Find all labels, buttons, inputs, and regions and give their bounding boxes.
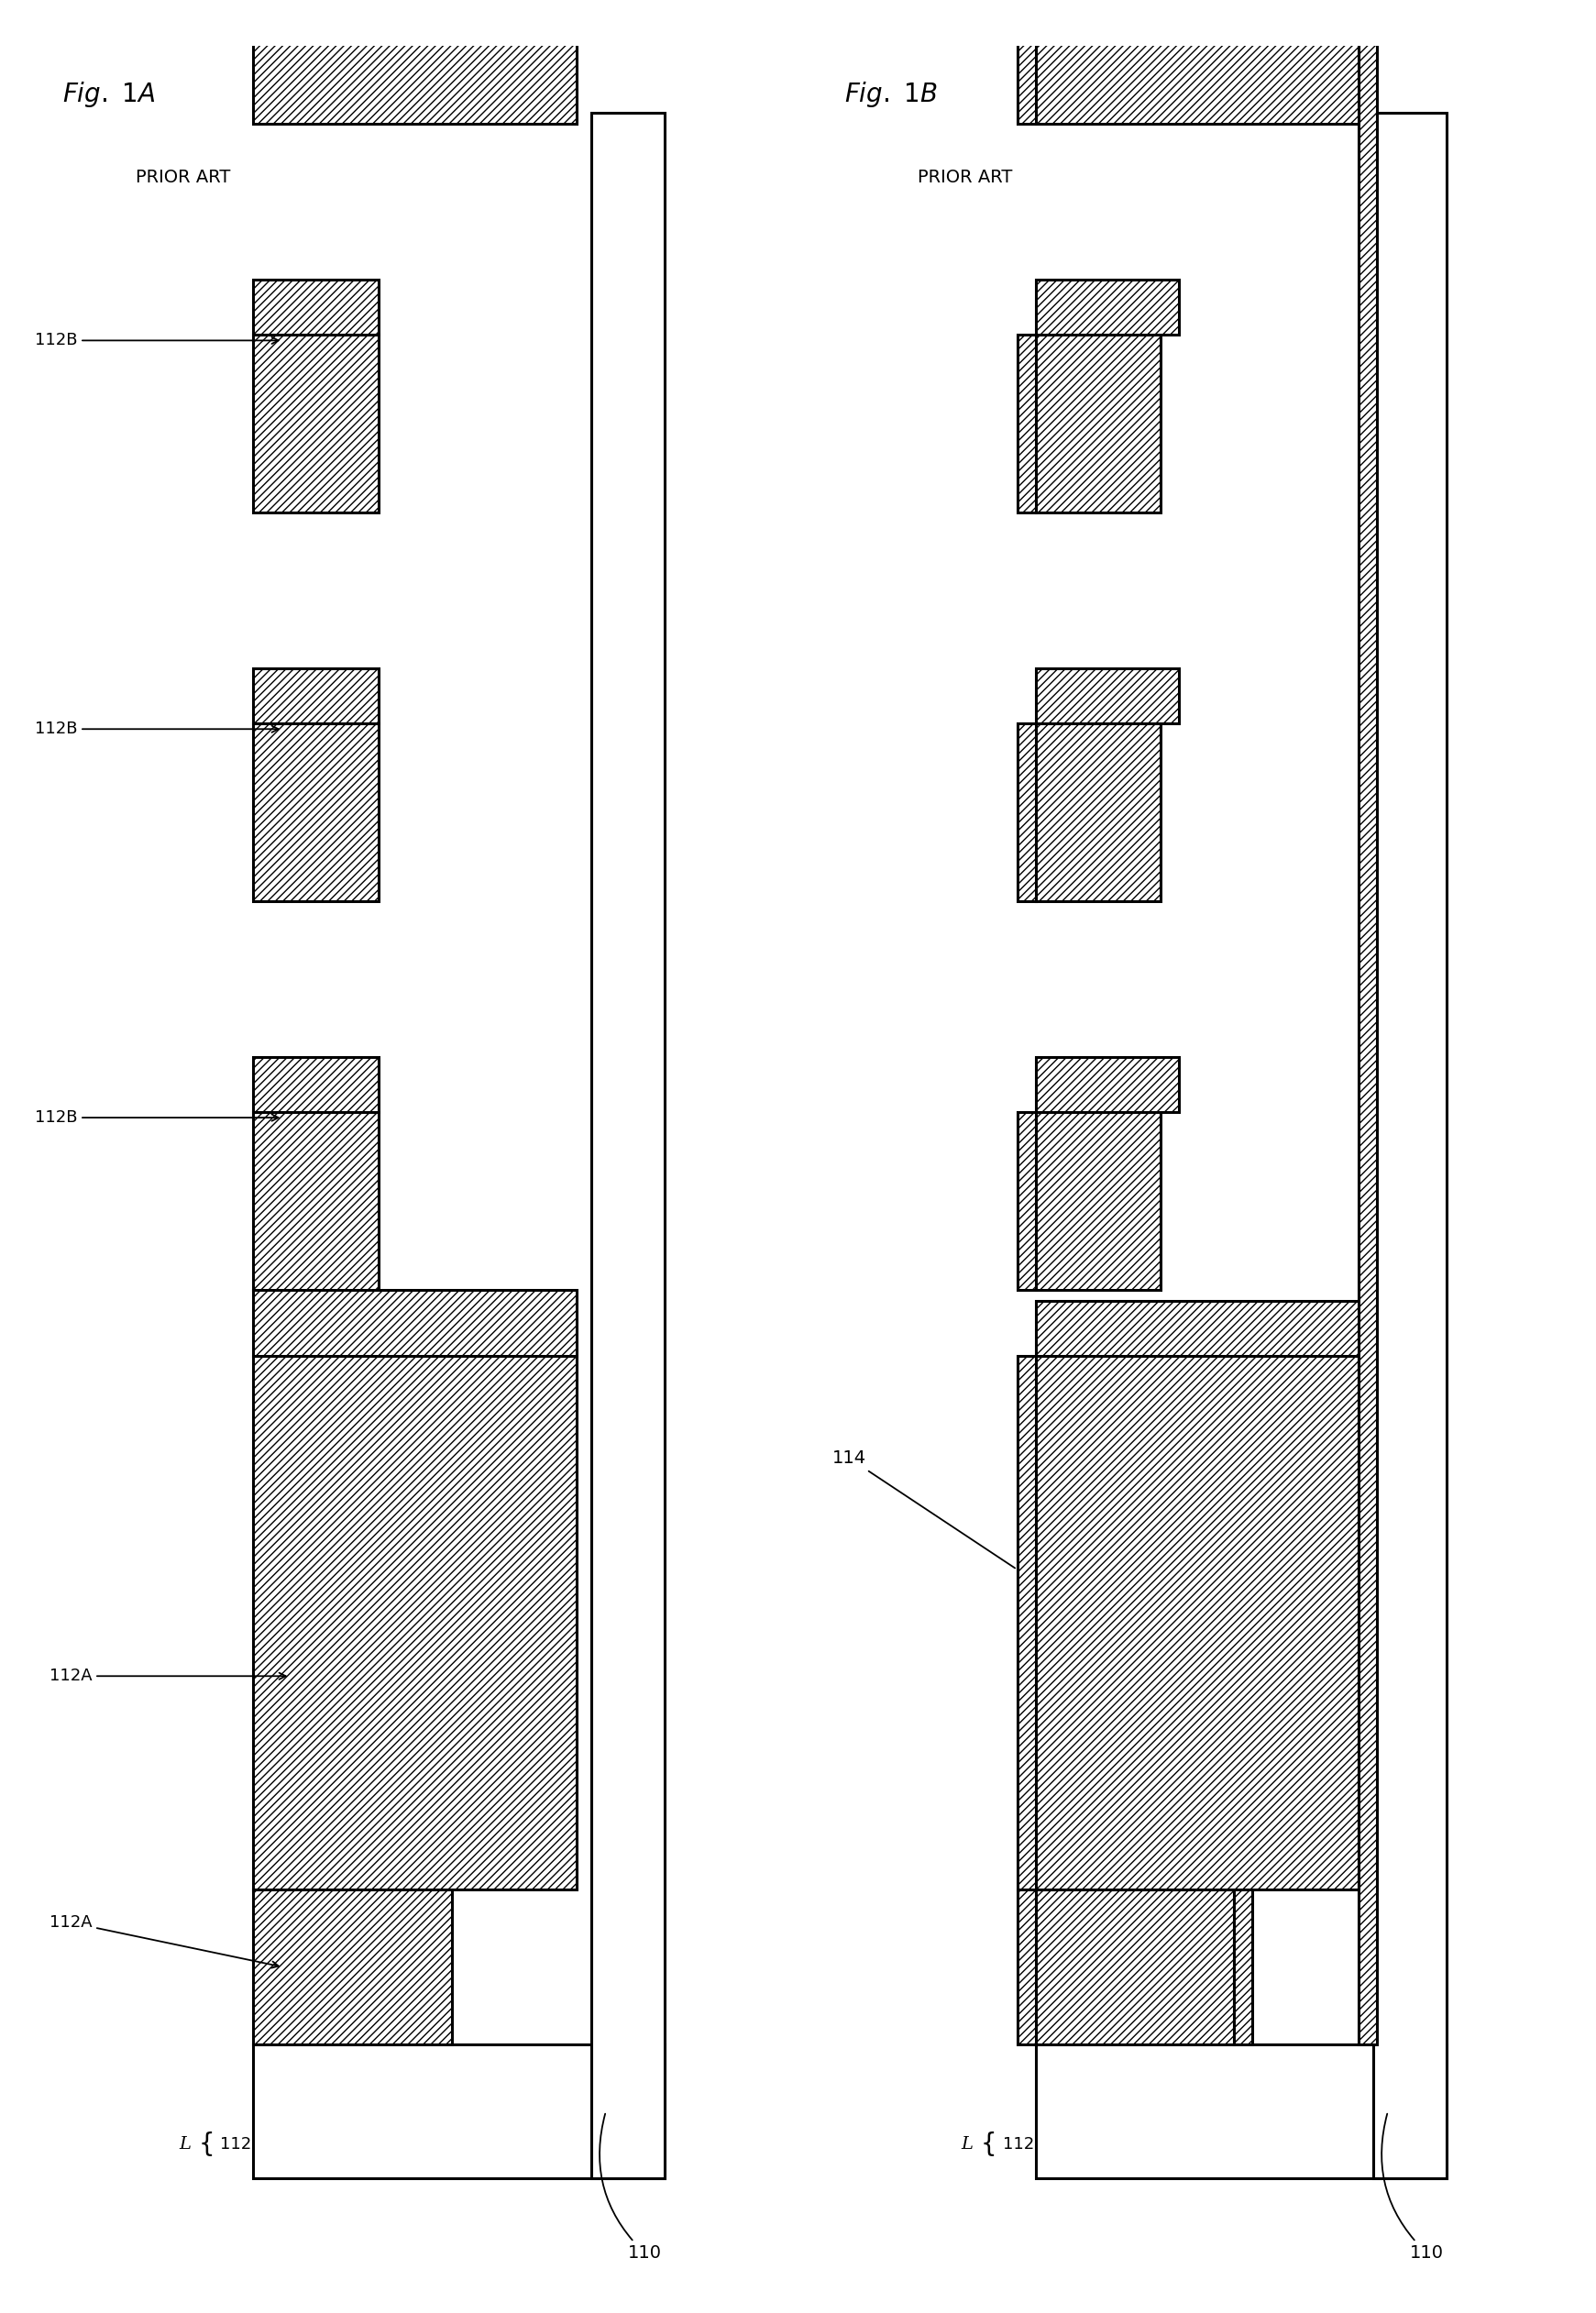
Text: $\mathit{Fig.\ 1B}$: $\mathit{Fig.\ 1B}$	[844, 79, 938, 109]
Text: $\mathit{Fig.\ 1A}$: $\mathit{Fig.\ 1A}$	[62, 79, 155, 109]
Bar	[1036, 280, 1179, 335]
Bar	[1017, 0, 1036, 125]
Bar	[591, 113, 664, 2179]
Text: 112A: 112A	[49, 1915, 279, 1968]
Text: 112: 112	[1002, 2137, 1034, 2153]
Bar	[1036, 335, 1160, 513]
Text: L: L	[179, 2137, 192, 2153]
Bar	[1036, 0, 1358, 125]
Bar	[1036, 1834, 1253, 1890]
Bar	[1036, 1355, 1358, 1890]
Bar	[1036, 724, 1160, 902]
Text: {: {	[198, 2133, 214, 2158]
Bar	[1373, 113, 1446, 2179]
Bar	[1036, 1113, 1160, 1291]
Text: 112B: 112B	[35, 1110, 278, 1126]
Text: 112B: 112B	[35, 333, 278, 349]
Bar	[1017, 724, 1036, 902]
Bar	[254, 668, 378, 724]
Bar	[254, 724, 378, 902]
Bar	[1017, 1890, 1036, 2045]
Text: 112B: 112B	[35, 722, 278, 738]
Bar	[254, 0, 576, 125]
Text: {: {	[980, 2133, 996, 2158]
Bar	[254, 1890, 452, 2045]
Bar	[254, 335, 378, 513]
Bar	[1358, 0, 1377, 2045]
Text: PRIOR ART: PRIOR ART	[136, 169, 231, 185]
Bar	[1234, 1890, 1253, 2045]
Bar	[1017, 335, 1036, 513]
Bar	[1036, 1890, 1234, 2045]
Text: 112: 112	[220, 2137, 252, 2153]
Text: 112A: 112A	[49, 1668, 286, 1684]
Bar	[254, 1355, 576, 1890]
Bar	[1017, 1355, 1036, 1890]
Bar	[1017, 1113, 1036, 1291]
Bar	[254, 1057, 378, 1113]
Bar	[1358, 1355, 1377, 1890]
Bar	[1036, 668, 1179, 724]
Bar	[254, 2045, 664, 2179]
Bar	[1036, 1057, 1179, 1113]
Bar	[1036, 1300, 1377, 1355]
Text: L: L	[961, 2137, 974, 2153]
Text: PRIOR ART: PRIOR ART	[918, 169, 1013, 185]
Text: 110: 110	[600, 2114, 662, 2262]
Bar	[254, 280, 378, 335]
Bar	[254, 1291, 576, 1355]
Text: 110: 110	[1382, 2114, 1444, 2262]
Bar	[1036, 2045, 1446, 2179]
Text: 114: 114	[833, 1450, 1015, 1568]
Bar	[254, 1113, 378, 1291]
